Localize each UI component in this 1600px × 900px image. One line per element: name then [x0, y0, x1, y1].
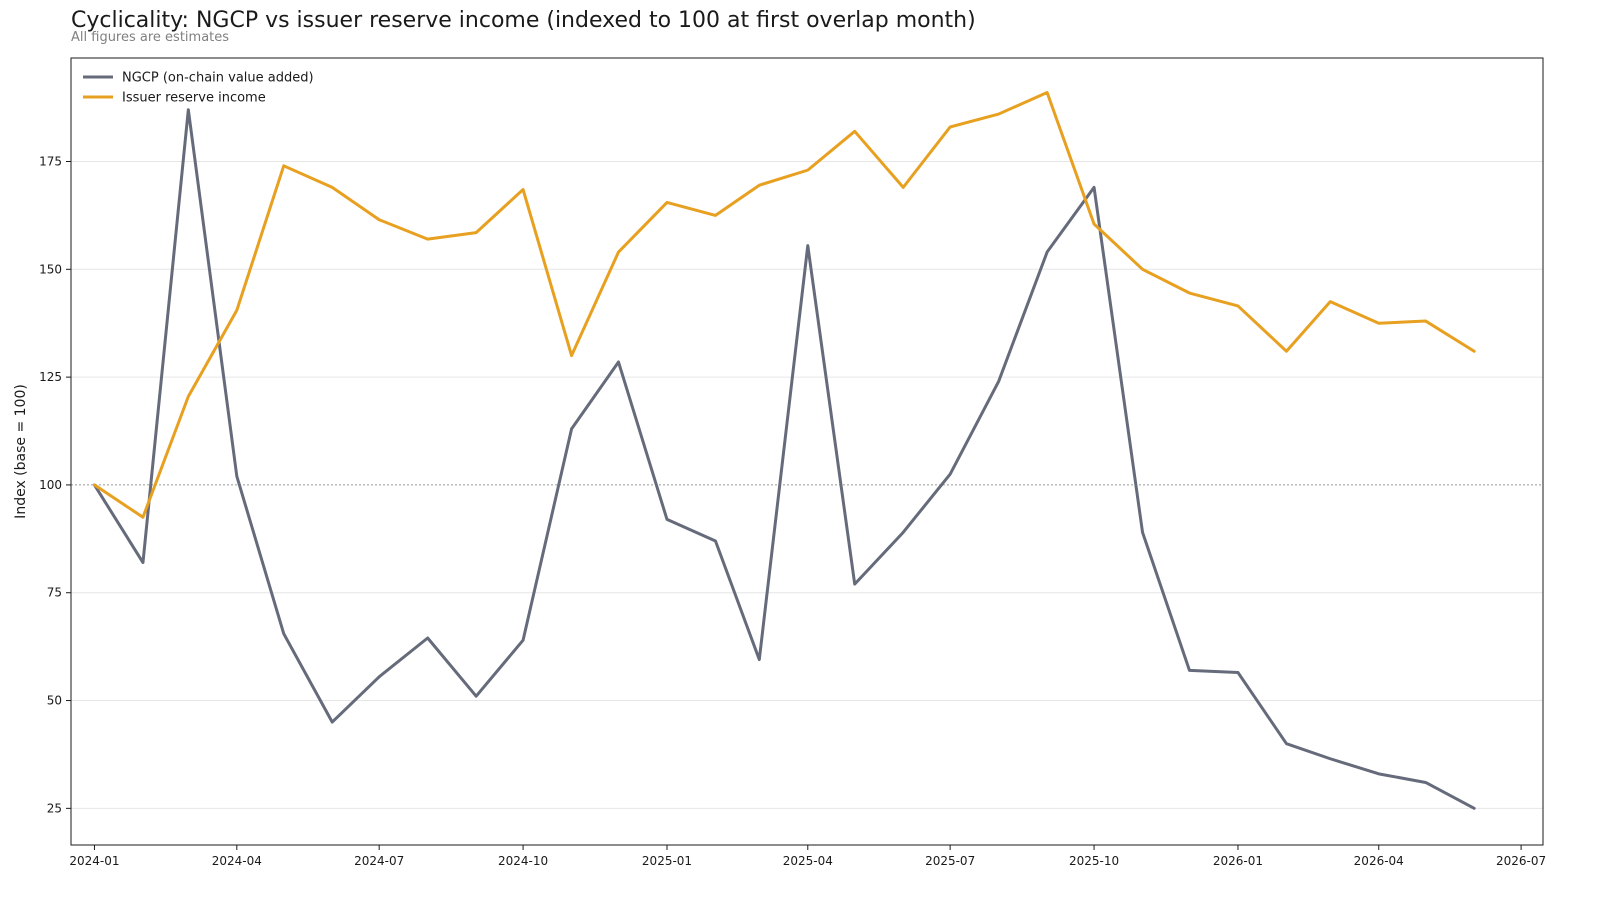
chart-title: Cyclicality: NGCP vs issuer reserve inco… — [71, 8, 976, 33]
x-tick-label: 2025-10 — [1069, 854, 1119, 868]
legend-label: NGCP (on-chain value added) — [122, 71, 314, 86]
series-line-issuer-reserve-income — [92, 91, 1476, 519]
x-tick-label: 2024-04 — [212, 854, 262, 868]
legend: NGCP (on-chain value added) Issuer reserv… — [83, 71, 314, 106]
y-tick-label: 50 — [47, 694, 62, 708]
y-tick-label: 100 — [39, 478, 62, 492]
y-axis-label: Index (base = 100) — [13, 384, 29, 519]
x-tick-label: 2025-01 — [642, 854, 692, 868]
x-tick-label: 2025-04 — [783, 854, 833, 868]
plot-frame — [70, 57, 1544, 846]
y-tick-label: 125 — [39, 370, 62, 384]
grid-layer — [71, 160, 1543, 809]
chart-subtitle: All figures are estimates — [71, 30, 230, 45]
series-line-ngcp — [92, 108, 1476, 810]
x-tick-label: 2025-07 — [925, 854, 975, 868]
x-tick-label: 2026-04 — [1354, 854, 1404, 868]
y-tick-label: 25 — [47, 801, 62, 815]
x-tick-label: 2024-07 — [354, 854, 404, 868]
y-axis: 25 50 75 100 125 150 175 — [39, 154, 71, 815]
y-tick-label: 75 — [47, 586, 62, 600]
x-axis: 2024-01 2024-04 2024-07 2024-10 2025-01 2025-… — [69, 845, 1546, 868]
y-tick-label: 175 — [39, 154, 62, 168]
x-tick-label: 2024-10 — [498, 854, 548, 868]
series-layer — [92, 91, 1476, 810]
x-tick-label: 2024-01 — [69, 854, 119, 868]
x-tick-label: 2026-07 — [1496, 854, 1546, 868]
x-tick-label: 2026-01 — [1213, 854, 1263, 868]
y-tick-label: 150 — [39, 262, 62, 276]
legend-label: Issuer reserve income — [122, 91, 266, 106]
